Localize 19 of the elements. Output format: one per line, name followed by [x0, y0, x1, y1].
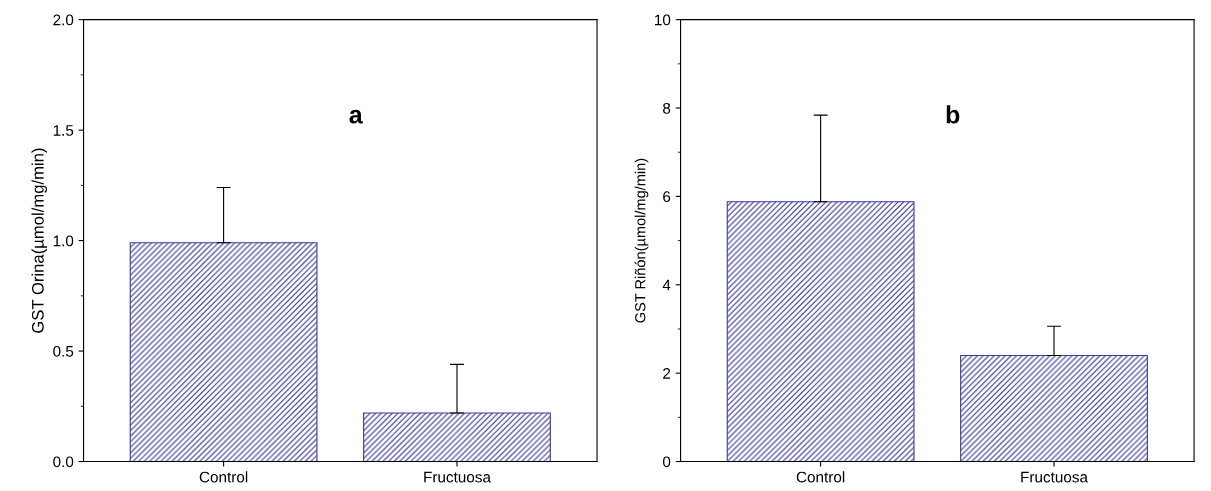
- y-tick-label: 0.5: [53, 345, 74, 357]
- y-axis-title: GST Riñón(µmol/mg/min): [634, 158, 649, 323]
- y-tick-label: 4: [662, 279, 671, 291]
- annotation: a: [349, 109, 363, 124]
- y-tick-label: 2.0: [53, 14, 74, 26]
- y-tick-label: 8: [663, 102, 671, 114]
- y-tick-label: 0.0: [53, 456, 74, 468]
- x-tick-label: Fructuosa: [1021, 471, 1088, 483]
- y-tick-label: 1.0: [53, 235, 74, 247]
- y-tick-label: 6: [663, 191, 671, 203]
- y-tick-label: 2: [663, 368, 671, 379]
- annotation: b: [946, 105, 960, 124]
- y-tick-label: 10: [655, 14, 671, 26]
- x-tick-label: Fructuosa: [424, 471, 491, 483]
- x-tick-label: Control: [199, 471, 248, 483]
- y-tick-label: 0: [662, 456, 671, 468]
- y-axis-title: GST Orina(µmol/mg/min): [31, 148, 48, 333]
- x-tick-label: Control: [796, 471, 845, 483]
- y-tick-label: 1.5: [53, 125, 74, 136]
